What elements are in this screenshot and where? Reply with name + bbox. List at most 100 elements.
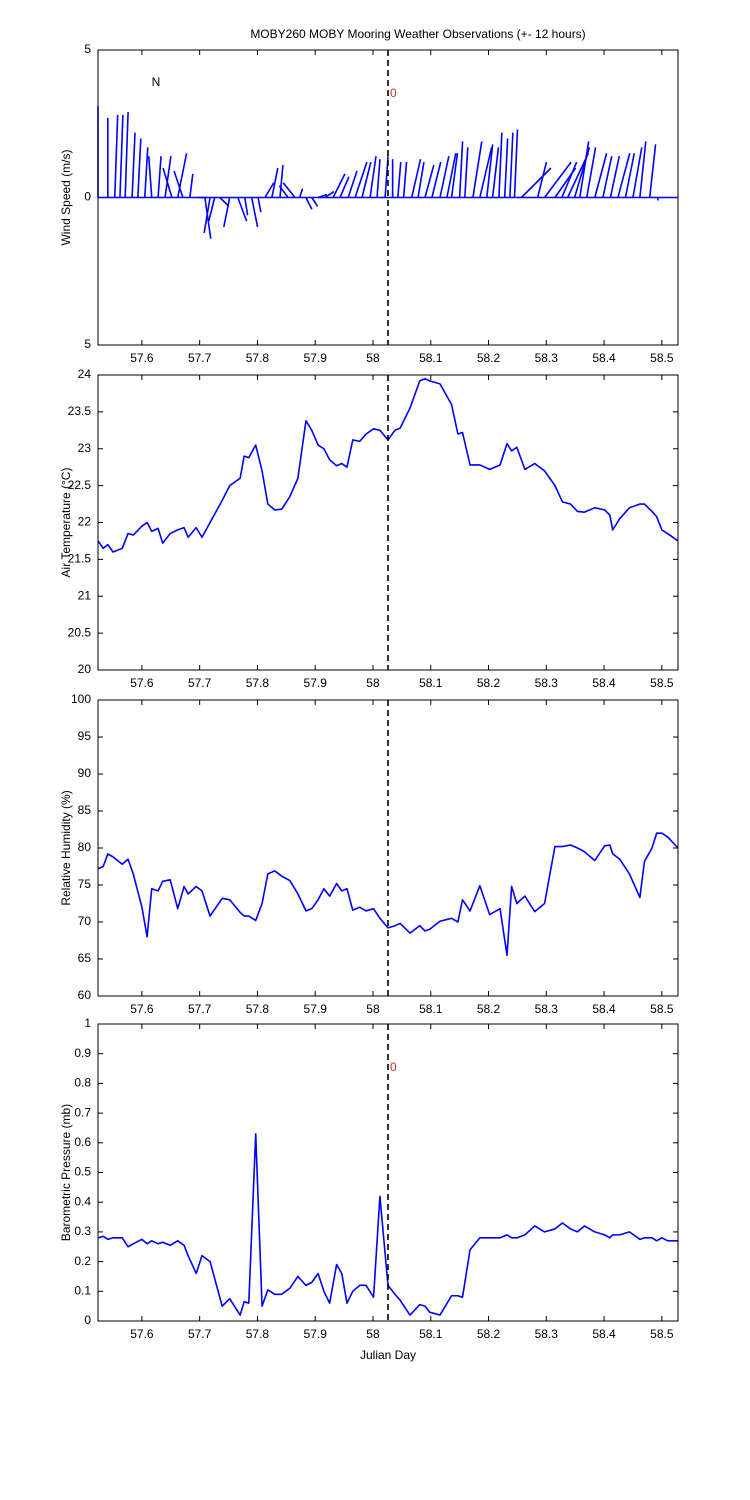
- data-line: [97, 377, 679, 553]
- y-tick-label: 70: [78, 914, 92, 928]
- wind-stick: [324, 190, 335, 199]
- wind-stick: [176, 153, 188, 198]
- wind-stick: [536, 161, 548, 198]
- reference-label: 0: [390, 86, 397, 100]
- wind-stick: [369, 156, 377, 198]
- x-tick-label: 57.8: [246, 676, 270, 690]
- y-tick-label: 0.2: [74, 1254, 91, 1268]
- wind-stick: [561, 161, 578, 198]
- x-tick-label: 58.2: [477, 351, 501, 365]
- wind-stick: [113, 114, 119, 198]
- x-tick-label: 58.4: [592, 351, 616, 365]
- x-tick-label: 58: [366, 1002, 380, 1016]
- wind-stick: [271, 167, 279, 198]
- wind-stick: [458, 141, 464, 198]
- x-tick-label: 58.3: [535, 1002, 559, 1016]
- wind-stick: [503, 138, 509, 198]
- chart-title: MOBY260 MOBY Mooring Weather Observation…: [250, 27, 585, 41]
- y-tick-label: 100: [71, 692, 91, 706]
- y-tick-label: 85: [78, 803, 92, 817]
- wind-stick: [278, 185, 289, 198]
- x-tick-label: 57.9: [304, 1327, 328, 1341]
- wind-stick: [147, 156, 153, 198]
- x-tick-label: 58.1: [419, 1327, 443, 1341]
- x-tick-label: 58.5: [650, 676, 674, 690]
- wind-stick: [424, 164, 435, 198]
- y-tick-label: 0.3: [74, 1224, 91, 1238]
- y-tick-label: 0.5: [74, 1165, 91, 1179]
- x-tick-label: 58.4: [592, 1327, 616, 1341]
- wind-stick: [509, 132, 514, 198]
- wind-stick: [472, 141, 483, 198]
- y-tick-label: 0.9: [74, 1046, 91, 1060]
- wind-stick: [354, 161, 368, 198]
- x-tick-label: 57.6: [130, 1327, 154, 1341]
- x-tick-label: 57.8: [246, 1327, 270, 1341]
- wind-stick: [208, 197, 216, 222]
- wind-stick: [479, 147, 493, 198]
- x-tick-label: 57.8: [246, 351, 270, 365]
- wind-stick: [131, 132, 136, 198]
- wind-stick: [417, 161, 425, 198]
- x-tick-label: 58.3: [535, 351, 559, 365]
- y-axis-label: Wind Speed (m/s): [59, 149, 73, 245]
- x-tick-label: 57.6: [130, 351, 154, 365]
- plot-frame: [97, 1023, 679, 1322]
- wind-stick: [143, 147, 149, 198]
- y-tick-label: 22.5: [68, 478, 92, 492]
- wind-stick: [361, 161, 372, 198]
- y-axis-label: Barometric Pressure (mb): [59, 1104, 73, 1241]
- wind-stick: [648, 144, 657, 198]
- x-tick-label: 58.4: [592, 676, 616, 690]
- x-tick-label: 57.7: [188, 676, 212, 690]
- wind-stick: [439, 156, 450, 198]
- y-axis-label: Air Temperature (°C): [59, 468, 73, 578]
- y-tick-label: 0.8: [74, 1076, 91, 1090]
- wind-stick: [339, 176, 350, 198]
- x-axis-label: Julian Day: [360, 1348, 416, 1362]
- wind-stick: [602, 156, 613, 198]
- y-tick-label: 21.5: [68, 552, 92, 566]
- x-tick-label: 57.6: [130, 1002, 154, 1016]
- y-tick-label: 95: [78, 729, 92, 743]
- y-tick-label: 22: [78, 515, 92, 529]
- y-tick-label: 80: [78, 840, 92, 854]
- wind-stick: [257, 197, 262, 213]
- x-tick-label: 58.3: [535, 1327, 559, 1341]
- wind-stick: [173, 170, 184, 198]
- wind-stick: [157, 156, 162, 198]
- wind-stick: [164, 156, 172, 198]
- y-tick-label: 23.5: [68, 404, 92, 418]
- wind-stick: [317, 193, 328, 199]
- x-tick-label: 57.8: [246, 1002, 270, 1016]
- wind-stick: [282, 182, 296, 198]
- wind-stick: [250, 197, 259, 228]
- wind-stick: [204, 197, 212, 239]
- y-tick-label: 0.1: [74, 1283, 91, 1297]
- x-tick-label: 58.4: [592, 1002, 616, 1016]
- y-tick-label: 90: [78, 766, 92, 780]
- x-tick-label: 57.9: [304, 1002, 328, 1016]
- wind-stick: [311, 197, 319, 207]
- y-tick-label: 0: [84, 1313, 91, 1327]
- x-tick-label: 58: [366, 351, 380, 365]
- x-tick-label: 58.2: [477, 1002, 501, 1016]
- wind-stick: [124, 111, 129, 198]
- y-tick-label: 65: [78, 951, 92, 965]
- x-tick-label: 58.5: [650, 1002, 674, 1016]
- y-tick-label: 5: [84, 42, 91, 56]
- wind-stick: [431, 161, 442, 198]
- wind-stick: [137, 138, 142, 198]
- wind-stick: [579, 141, 590, 198]
- x-tick-label: 58.5: [650, 1327, 674, 1341]
- wind-stick: [632, 147, 643, 198]
- wind-stick: [332, 173, 346, 198]
- wind-stick: [402, 162, 408, 198]
- x-tick-label: 58: [366, 1327, 380, 1341]
- y-tick-label: 20.5: [68, 625, 92, 639]
- y-tick-label: 20: [78, 662, 92, 676]
- wind-stick: [223, 197, 231, 228]
- y-tick-label: 0.4: [74, 1194, 91, 1208]
- wind-stick: [624, 153, 636, 198]
- x-tick-label: 57.7: [188, 1002, 212, 1016]
